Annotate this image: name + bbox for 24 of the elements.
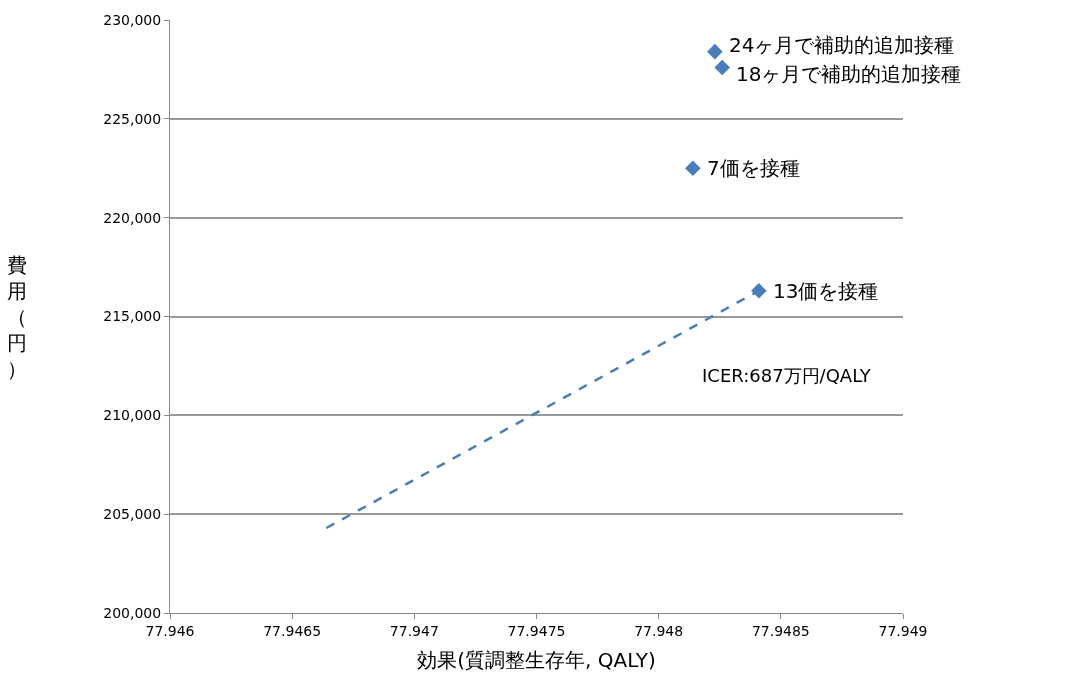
x-tick-label: 77.949 — [878, 622, 928, 639]
y-tick-label: 230,000 — [103, 11, 162, 28]
y-tick-label: 220,000 — [103, 209, 162, 226]
point — [714, 59, 730, 76]
x-tick-label: 77.948 — [634, 622, 684, 639]
point — [707, 43, 723, 60]
y-tick-label: 215,000 — [103, 308, 162, 325]
annotation: 7価を接種 — [707, 156, 800, 180]
y-tick-label: 210,000 — [103, 407, 162, 424]
x-tick-label: 77.946 — [145, 622, 195, 639]
x-axis-title: 効果(質調整生存年, QALY) — [417, 648, 656, 673]
annotation: ICER:687万円/QALY — [702, 365, 872, 386]
y-tick-label: 200,000 — [103, 604, 162, 621]
x-tick-label: 77.9465 — [263, 622, 322, 639]
annotation: 13価を接種 — [773, 279, 879, 303]
point — [685, 160, 701, 177]
x-tick-label: 77.9475 — [507, 622, 566, 639]
y-axis-title: 費用（円） — [7, 253, 27, 381]
y-tick-label: 205,000 — [103, 506, 162, 523]
y-tick-label: 225,000 — [103, 110, 162, 127]
x-tick-label: 77.947 — [389, 622, 439, 639]
annotation: 18ヶ月で補助的追加接種 — [736, 62, 962, 86]
annotation: 24ヶ月で補助的追加接種 — [729, 33, 955, 57]
x-tick-label: 77.9485 — [751, 622, 810, 639]
